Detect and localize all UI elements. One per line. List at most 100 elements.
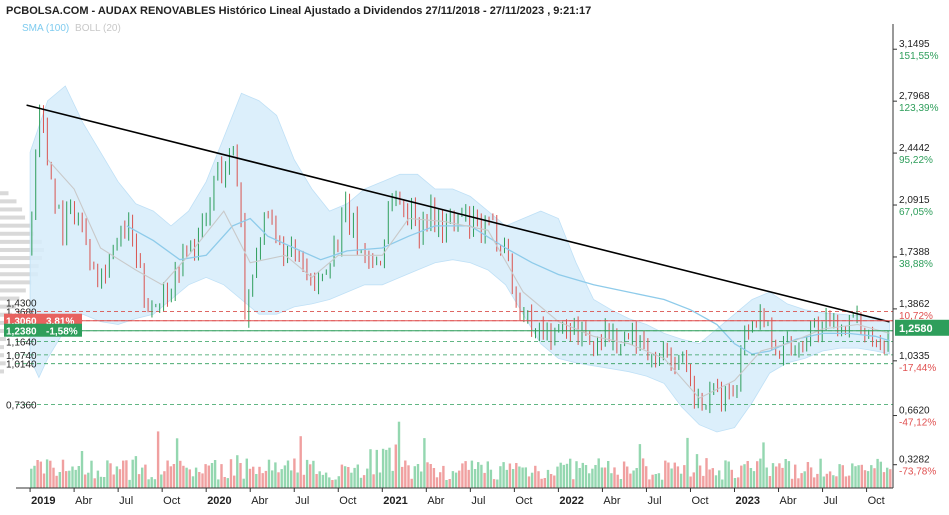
volume-bar bbox=[93, 478, 96, 488]
volume-bar bbox=[169, 466, 172, 488]
left-tag-price: 1,3060 bbox=[6, 317, 37, 328]
y-tick-label: 2,4442 bbox=[899, 143, 930, 154]
volume-bar bbox=[679, 473, 683, 488]
volume-bar bbox=[619, 479, 623, 488]
volume-bar bbox=[588, 473, 591, 488]
volume-bar bbox=[825, 473, 829, 488]
bollinger-band bbox=[29, 85, 890, 433]
volume-bar bbox=[458, 470, 461, 488]
volume-bar bbox=[388, 447, 391, 488]
volume-profile-bar bbox=[0, 264, 39, 269]
volume-bar bbox=[664, 460, 667, 488]
volume-bar bbox=[549, 474, 553, 488]
volume-bar bbox=[477, 462, 480, 488]
volume-bar bbox=[505, 469, 508, 488]
x-tick-label: Abr bbox=[251, 495, 268, 507]
volume-bar bbox=[137, 474, 141, 488]
volume-bar bbox=[562, 464, 565, 488]
volume-bar bbox=[324, 472, 328, 488]
volume-bar bbox=[651, 474, 654, 488]
volume-bar bbox=[36, 460, 39, 488]
volume-bar bbox=[641, 458, 645, 488]
volume-bar bbox=[267, 459, 271, 488]
resistance-trendline bbox=[26, 104, 890, 323]
volume-bar bbox=[233, 475, 236, 488]
volume-bar bbox=[610, 473, 613, 488]
volume-bar bbox=[511, 469, 515, 488]
volume-bar bbox=[239, 463, 242, 488]
volume-bar bbox=[851, 463, 854, 488]
volume-bar bbox=[578, 468, 581, 488]
volume-bar bbox=[248, 468, 252, 488]
volume-bar bbox=[68, 470, 71, 488]
x-tick-label: Abr bbox=[427, 495, 444, 507]
volume-bar bbox=[42, 473, 46, 488]
left-tag-pct: -1,58% bbox=[46, 327, 78, 338]
volume-bar bbox=[473, 469, 477, 488]
volume-profile-bar bbox=[0, 320, 7, 325]
volume-bar bbox=[518, 466, 521, 488]
y-tick-label: 1,7388 bbox=[899, 247, 930, 258]
volume-bar bbox=[660, 479, 664, 488]
volume-profile-bar bbox=[0, 247, 44, 252]
volume-bar bbox=[870, 465, 873, 488]
volume-bar bbox=[718, 470, 721, 488]
volume-bar bbox=[55, 475, 58, 488]
axis-labels: 2019 Abr Jul Oct 2020 Abr Jul Oct 2021 Abr Jul Oct 2… bbox=[4, 39, 949, 507]
y-tick-label: 1,0335 bbox=[899, 351, 930, 362]
x-tick-label: Abr bbox=[603, 495, 620, 507]
volume-bar bbox=[790, 478, 794, 488]
volume-bar bbox=[318, 471, 321, 488]
volume-bar bbox=[118, 469, 122, 488]
volume-bar bbox=[87, 472, 90, 488]
volume-bar bbox=[213, 460, 217, 488]
left-level-label: 1,1640 bbox=[6, 338, 37, 349]
volume-bar bbox=[106, 460, 109, 488]
volume-bar bbox=[543, 478, 546, 488]
volume-bar bbox=[207, 465, 210, 488]
volume-bar bbox=[692, 472, 695, 488]
volume-bar bbox=[866, 471, 870, 488]
volume-bar bbox=[280, 469, 283, 488]
volume-bar bbox=[565, 463, 569, 488]
volume-bar bbox=[163, 471, 166, 488]
volume-bar bbox=[420, 471, 423, 488]
volume-bar bbox=[96, 470, 100, 488]
volume-bar bbox=[194, 467, 198, 488]
x-tick-label: Jul bbox=[119, 495, 133, 507]
volume-bar bbox=[296, 472, 299, 488]
volume-bar bbox=[635, 468, 638, 488]
volume-bar bbox=[645, 466, 648, 488]
volume-bar bbox=[540, 478, 543, 488]
volume-bar bbox=[581, 462, 584, 488]
volume-bar bbox=[673, 462, 676, 488]
volume-bar bbox=[172, 464, 176, 488]
x-tick-label: Jul bbox=[824, 495, 838, 507]
x-tick-label: Oct bbox=[691, 495, 708, 507]
y-tick-pct: -17,44% bbox=[899, 363, 936, 374]
volume-bar bbox=[857, 465, 860, 488]
volume-bar bbox=[740, 465, 743, 488]
volume-bar bbox=[591, 468, 594, 488]
volume-bar bbox=[451, 471, 455, 488]
volume-bar bbox=[435, 477, 439, 488]
volume-bar bbox=[125, 460, 128, 488]
left-level-label: 0,7360 bbox=[6, 401, 37, 412]
volume-bar bbox=[312, 460, 315, 488]
volume-bar bbox=[521, 467, 524, 488]
volume-bar bbox=[112, 474, 115, 488]
volume-bar bbox=[727, 461, 730, 488]
volume-bar bbox=[407, 465, 410, 488]
volume-profile-bar bbox=[0, 296, 20, 301]
volume-profile-bar bbox=[0, 328, 6, 333]
volume-bar bbox=[702, 475, 705, 488]
volume-profile-bar bbox=[0, 207, 23, 212]
volume-bar bbox=[309, 464, 312, 488]
volume-bar bbox=[686, 437, 689, 488]
volume-bar bbox=[828, 471, 832, 488]
volume-bar bbox=[756, 461, 759, 488]
volume-bar bbox=[794, 464, 797, 488]
volume-bar bbox=[175, 438, 179, 488]
volume-bar bbox=[572, 479, 575, 488]
volume-bar bbox=[65, 471, 68, 488]
